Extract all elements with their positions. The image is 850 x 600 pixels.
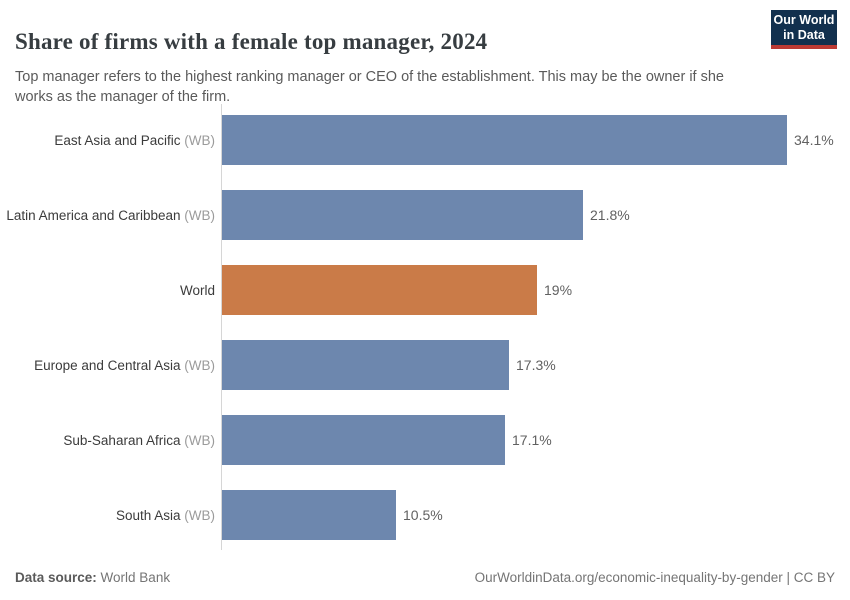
category-name: World: [179, 282, 215, 298]
data-source: Data source: World Bank: [15, 570, 170, 585]
value-label: 17.3%: [516, 357, 556, 373]
category-label[interactable]: Latin America and Caribbean (WB): [0, 208, 222, 223]
chart-row: Sub-Saharan Africa (WB) 17.1%: [0, 415, 850, 465]
category-suffix: (WB): [184, 507, 215, 523]
category-label[interactable]: East Asia and Pacific (WB): [0, 133, 222, 148]
bar[interactable]: [222, 115, 787, 165]
category-label[interactable]: Europe and Central Asia (WB): [0, 358, 222, 373]
category-name: Latin America and Caribbean: [6, 207, 181, 223]
value-label: 17.1%: [512, 432, 552, 448]
bar[interactable]: [222, 415, 505, 465]
owid-logo-line1: Our World: [773, 12, 835, 27]
chart-rows: East Asia and Pacific (WB) 34.1% Latin Ame…: [0, 115, 850, 540]
value-label: 19%: [544, 282, 573, 298]
bar[interactable]: [222, 265, 537, 315]
category-name: Sub-Saharan Africa: [63, 432, 181, 448]
bar[interactable]: [222, 490, 396, 540]
attribution: OurWorldinData.org/economic-inequality-b…: [474, 570, 835, 585]
bar[interactable]: [222, 190, 583, 240]
data-source-value: World Bank: [100, 570, 171, 585]
category-name: Europe and Central Asia: [34, 357, 181, 373]
page-title: Share of firms with a female top manager…: [15, 29, 488, 55]
category-label[interactable]: South Asia (WB): [0, 508, 222, 523]
chart-row: South Asia (WB) 10.5%: [0, 490, 850, 540]
chart-row: East Asia and Pacific (WB) 34.1%: [0, 115, 850, 165]
value-label: 34.1%: [794, 132, 834, 148]
bar[interactable]: [222, 340, 509, 390]
category-suffix: (WB): [184, 132, 215, 148]
category-suffix: (WB): [184, 432, 215, 448]
data-source-label: Data source:: [15, 570, 97, 585]
chart-row: Latin America and Caribbean (WB) 21.8%: [0, 190, 850, 240]
category-suffix: (WB): [184, 357, 215, 373]
category-name: South Asia: [115, 507, 181, 523]
y-axis-line: [221, 104, 222, 550]
chart-row: Europe and Central Asia (WB) 17.3%: [0, 340, 850, 390]
chart-row: World 19%: [0, 265, 850, 315]
category-label[interactable]: Sub-Saharan Africa (WB): [0, 433, 222, 448]
category-label[interactable]: World: [0, 283, 222, 298]
chart-subtitle: Top manager refers to the highest rankin…: [15, 68, 724, 105]
owid-logo[interactable]: Our World in Data: [771, 10, 837, 49]
category-suffix: (WB): [184, 207, 215, 223]
chart-footer: Data source: World Bank OurWorldinData.o…: [15, 570, 835, 585]
owid-logo-line2: in Data: [783, 27, 825, 42]
value-label: 21.8%: [590, 207, 630, 223]
value-label: 10.5%: [403, 507, 443, 523]
category-name: East Asia and Pacific: [54, 132, 181, 148]
